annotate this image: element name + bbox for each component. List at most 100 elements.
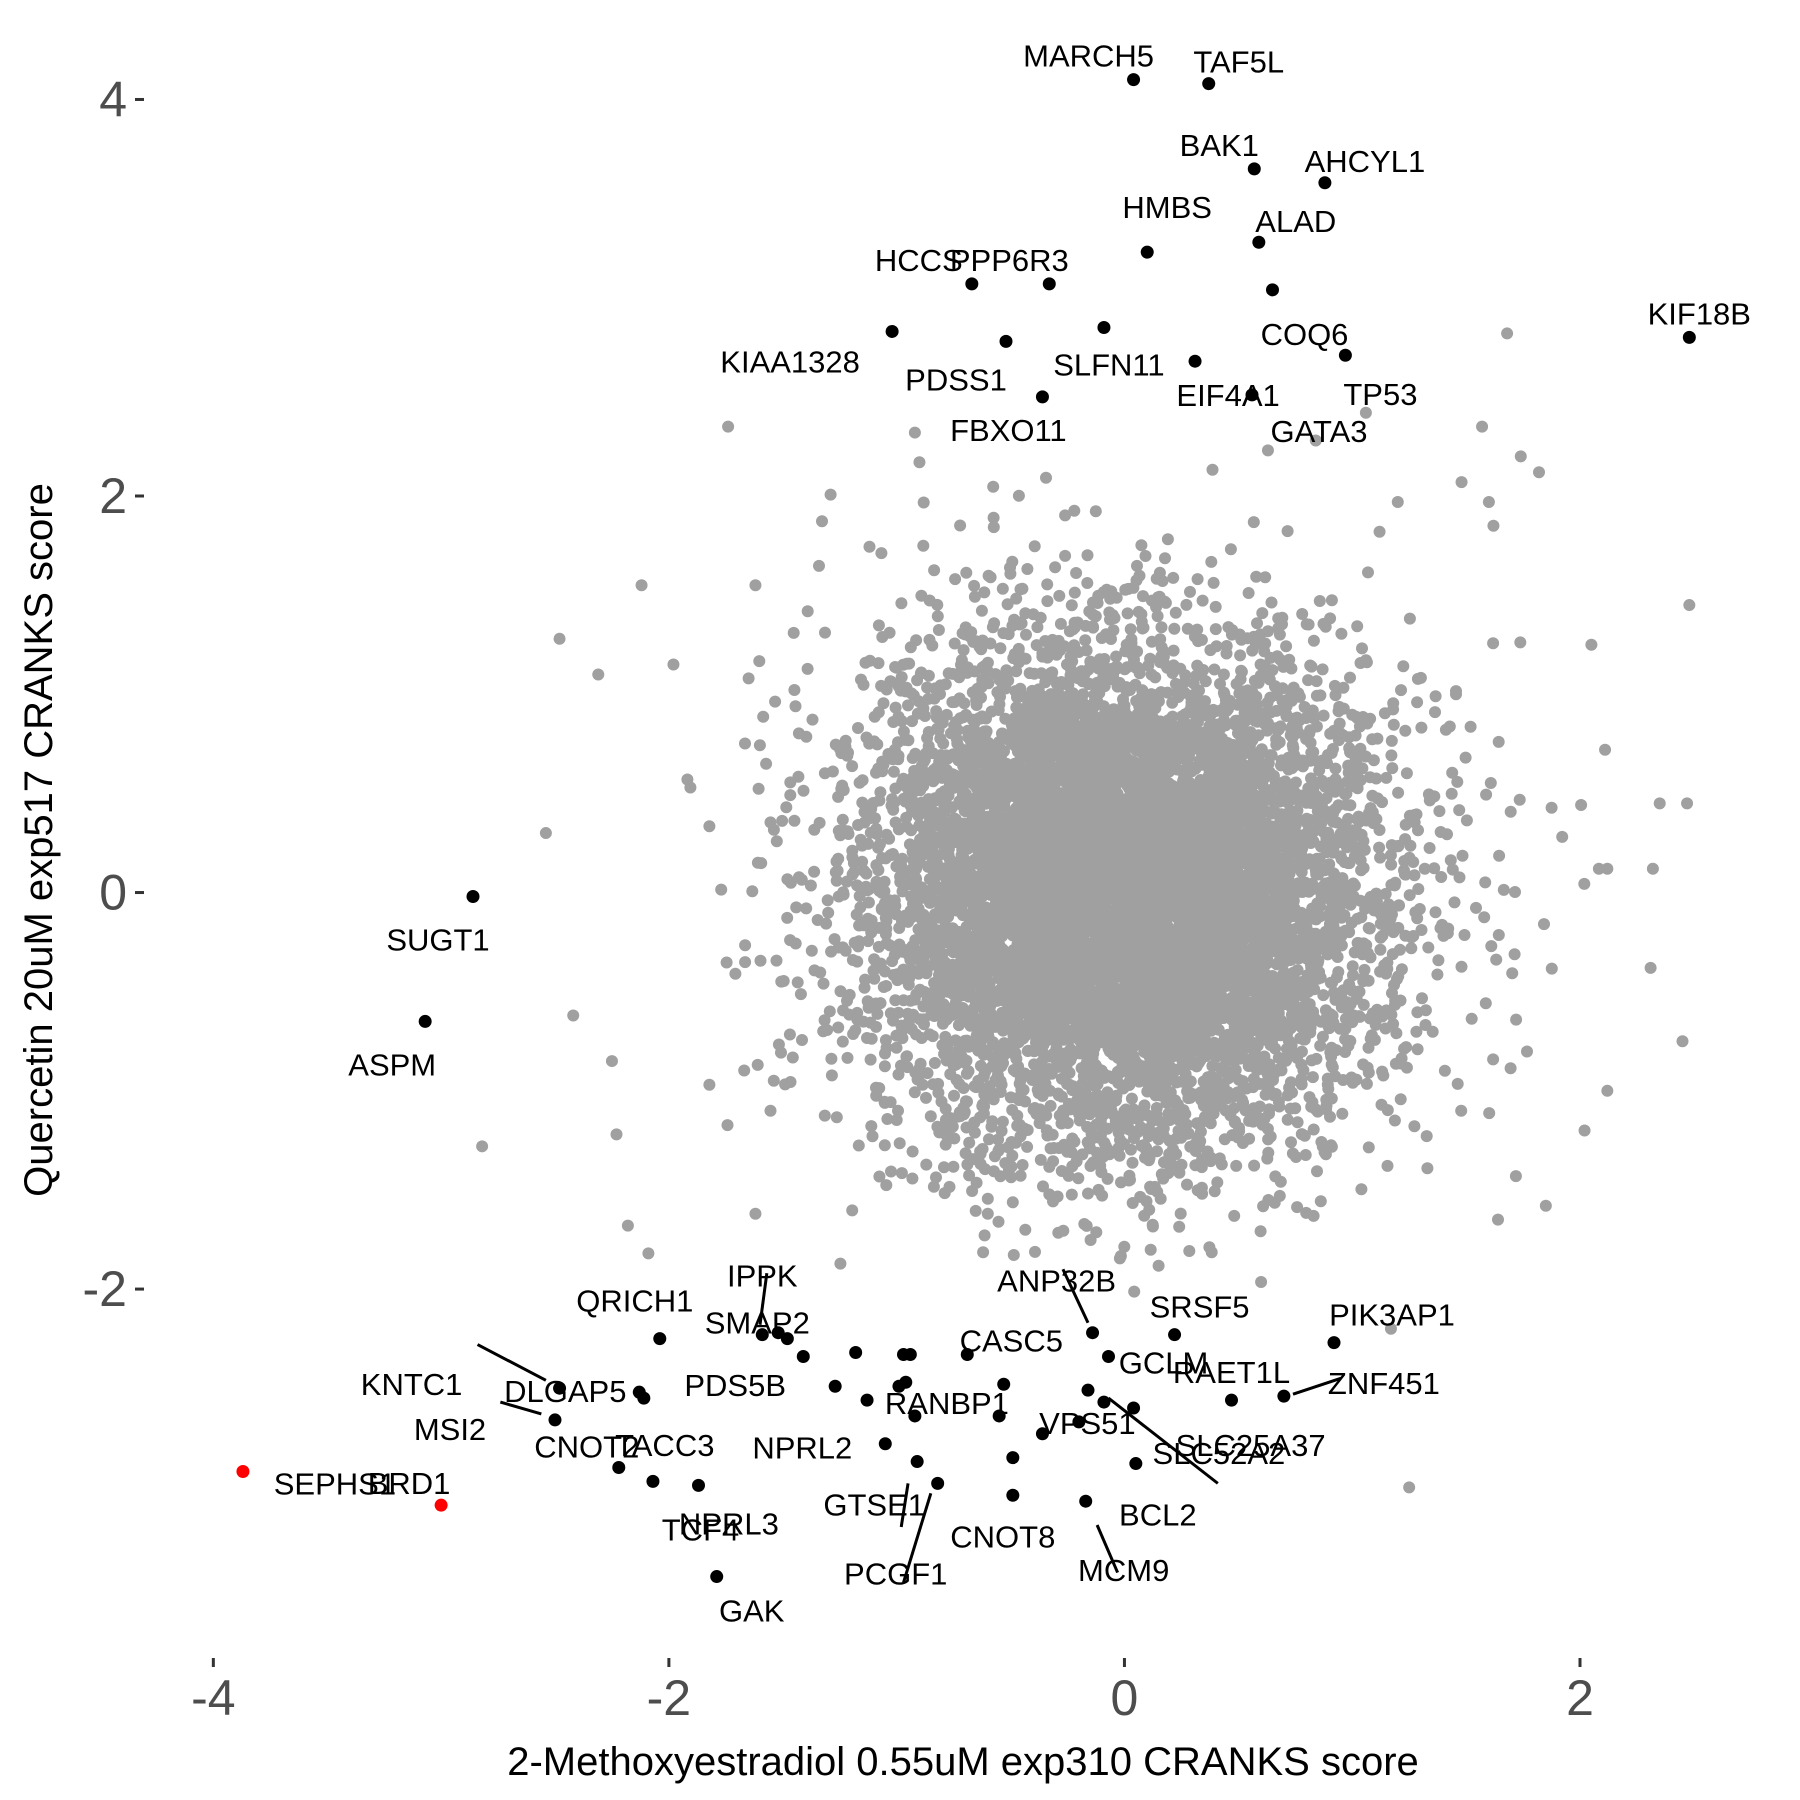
background-point — [784, 1076, 797, 1088]
background-point — [1262, 1146, 1275, 1159]
background-point — [948, 637, 961, 650]
background-point — [1388, 1114, 1401, 1127]
background-point — [858, 806, 871, 818]
background-point — [753, 655, 766, 668]
background-point — [797, 784, 810, 797]
background-point — [895, 597, 908, 610]
background-point — [1173, 1166, 1186, 1179]
background-point — [947, 1160, 960, 1173]
background-point — [796, 1034, 808, 1046]
background-point — [1346, 708, 1359, 721]
background-point — [1439, 723, 1452, 736]
background-point — [1080, 1219, 1093, 1232]
background-point — [818, 1109, 831, 1122]
background-point — [1040, 471, 1052, 484]
background-point — [1344, 671, 1356, 684]
background-point — [1128, 1285, 1141, 1298]
background-point — [889, 994, 902, 1007]
background-point — [1167, 644, 1180, 657]
background-point — [890, 1041, 903, 1054]
background-point — [1079, 634, 1092, 647]
background-point — [1126, 1156, 1139, 1169]
background-point — [751, 1058, 764, 1071]
background-point — [1415, 924, 1428, 936]
background-point — [1317, 617, 1330, 630]
background-point — [1242, 587, 1255, 599]
background-point — [1392, 786, 1405, 799]
background-point — [1490, 953, 1503, 966]
background-point — [1305, 772, 1317, 785]
background-point — [1303, 727, 1316, 740]
background-point — [1016, 1159, 1029, 1171]
background-point — [830, 1111, 843, 1124]
background-point — [1514, 636, 1527, 649]
background-point — [1325, 594, 1338, 607]
background-point — [1458, 929, 1471, 941]
background-point — [1332, 966, 1345, 978]
background-point — [1556, 830, 1569, 843]
background-point — [1089, 505, 1102, 518]
background-point — [1492, 735, 1505, 748]
background-point — [1012, 489, 1025, 502]
background-point — [1291, 1116, 1304, 1129]
background-point — [1487, 1053, 1500, 1066]
background-point — [1314, 1195, 1327, 1208]
background-point — [963, 1136, 976, 1149]
background-point — [1159, 552, 1171, 565]
background-point — [791, 976, 804, 989]
background-point — [1336, 1107, 1349, 1120]
background-point — [1360, 654, 1372, 667]
background-point — [859, 656, 872, 669]
background-point — [1387, 718, 1400, 731]
background-point — [1453, 804, 1466, 817]
background-point — [1510, 1013, 1523, 1026]
background-point — [1446, 863, 1459, 876]
background-point — [1307, 1123, 1320, 1136]
background-point — [932, 624, 945, 636]
background-point — [1408, 1120, 1421, 1133]
background-point — [1360, 1077, 1373, 1090]
background-point — [1325, 1041, 1338, 1054]
background-point — [1328, 679, 1341, 692]
background-point — [1373, 841, 1386, 854]
background-point — [1390, 1027, 1403, 1040]
background-point — [908, 1086, 921, 1099]
background-point — [968, 579, 981, 592]
background-point — [878, 1139, 891, 1152]
background-point — [1410, 1025, 1423, 1038]
background-point — [787, 626, 800, 639]
background-point — [1082, 1187, 1094, 1200]
background-point — [1273, 1100, 1286, 1113]
background-point — [1538, 918, 1550, 931]
background-point — [1456, 849, 1469, 862]
background-point — [1142, 659, 1155, 672]
background-point — [1044, 1099, 1057, 1112]
background-point — [1307, 634, 1320, 647]
background-point — [948, 1089, 960, 1102]
background-point — [982, 569, 995, 582]
background-point — [1400, 1041, 1413, 1054]
background-point — [1118, 1240, 1131, 1253]
background-point — [1124, 623, 1137, 636]
background-point — [1412, 883, 1425, 895]
background-point — [1316, 1030, 1329, 1043]
background-point — [754, 954, 767, 967]
background-point — [1280, 640, 1293, 653]
background-point — [1423, 842, 1436, 854]
background-point — [888, 1008, 901, 1021]
background-point — [1484, 777, 1497, 789]
background-point — [1421, 1162, 1434, 1175]
background-point — [1021, 1140, 1034, 1153]
background-point — [992, 1215, 1005, 1228]
background-point — [1191, 573, 1204, 586]
background-point — [1374, 851, 1387, 864]
background-point — [1362, 1141, 1375, 1154]
background-point — [1295, 1058, 1308, 1071]
background-point — [1504, 805, 1517, 818]
background-point — [805, 944, 818, 957]
background-point — [1422, 941, 1435, 954]
background-point — [978, 1229, 991, 1242]
background-point — [1316, 663, 1329, 676]
background-point — [1357, 975, 1370, 988]
background-point — [1313, 595, 1326, 607]
